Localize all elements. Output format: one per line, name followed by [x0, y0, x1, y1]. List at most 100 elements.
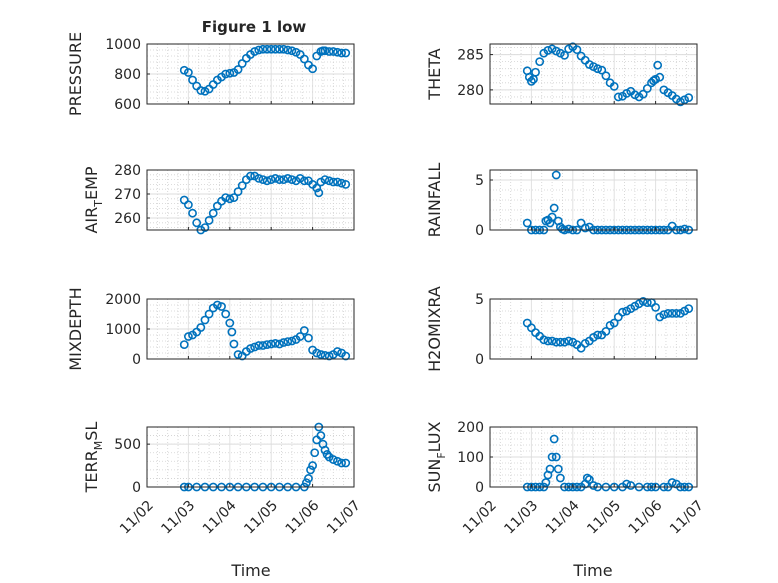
data-point — [295, 332, 305, 341]
data-point — [328, 177, 338, 187]
data-point — [551, 170, 561, 180]
data-point — [547, 336, 557, 346]
data-point — [341, 458, 351, 468]
data-point — [320, 445, 330, 455]
y-axis-label-main: MIXDEPTH — [66, 287, 85, 370]
data-point — [227, 327, 237, 337]
data-point — [324, 351, 334, 361]
subplot-h2omixra: 0 5 H2OMIXRA — [425, 286, 698, 372]
y-axis-label-subscript: F — [435, 452, 448, 458]
y-tick-label: 0 — [475, 352, 484, 368]
data-point — [196, 323, 206, 332]
data-point — [229, 339, 239, 349]
data-point — [233, 187, 243, 196]
data-point — [551, 452, 561, 462]
data-point — [183, 200, 193, 210]
data-point — [266, 44, 276, 54]
data-point — [262, 176, 272, 186]
y-axis-label: PRESSURE — [66, 32, 85, 116]
y-axis-label: AIRTEMP — [82, 166, 105, 233]
data-point — [324, 47, 334, 56]
y-tick-label: 0 — [132, 480, 141, 496]
data-point — [204, 309, 214, 319]
data-point — [258, 44, 268, 54]
data-point — [270, 44, 280, 54]
data-point — [522, 218, 532, 228]
data-point — [337, 458, 346, 468]
data-point — [246, 171, 255, 181]
y-axis-label-main: PRESSURE — [66, 32, 85, 116]
data-point — [306, 465, 315, 475]
data-point — [320, 175, 330, 184]
data-point — [551, 337, 561, 347]
y-tick-label: 260 — [114, 211, 141, 227]
data-point — [663, 308, 673, 318]
y-tick-label: 0 — [132, 352, 141, 368]
y-axis-label-tail: SL — [82, 422, 101, 441]
data-point — [337, 48, 346, 58]
data-point — [221, 69, 231, 79]
data-point — [613, 92, 623, 102]
data-point — [341, 351, 351, 361]
data-point — [547, 452, 557, 462]
x-tick-label: 11/04 — [200, 498, 240, 538]
y-tick-label: 500 — [114, 437, 141, 453]
data-point — [597, 65, 607, 75]
y-tick-label: 600 — [114, 97, 141, 113]
subplot-mixdepth: 0 1000 2000 MIXDEPTH — [66, 287, 355, 371]
x-tick-label: 11/06 — [283, 498, 323, 538]
data-point — [320, 46, 330, 56]
data-point — [618, 307, 627, 317]
y-tick-label: 5 — [475, 292, 484, 308]
data-point — [531, 67, 540, 77]
y-axis-label-main: SUN — [425, 459, 444, 493]
x-tick-label: 11/02 — [117, 498, 157, 538]
x-tick-label: 11/04 — [543, 498, 583, 538]
y-axis-label-main: TERR — [82, 450, 101, 493]
x-tick-label: 11/07 — [667, 498, 707, 538]
data-point — [655, 72, 665, 82]
data-point — [287, 175, 297, 184]
data-point — [584, 475, 594, 484]
axes-frame — [146, 169, 355, 231]
x-tick-label: 11/07 — [324, 498, 364, 538]
y-tick-label: 5 — [475, 173, 484, 189]
data-point — [667, 478, 677, 487]
data-point — [254, 173, 264, 183]
data-point — [225, 68, 235, 78]
data-point — [200, 315, 210, 325]
data-point — [312, 183, 322, 193]
subplot-air: 260 270 280 AIRTEMP — [82, 163, 355, 235]
data-point — [549, 434, 559, 444]
data-point — [225, 194, 235, 204]
data-point — [188, 208, 197, 218]
data-point — [684, 93, 694, 103]
data-point — [188, 75, 197, 85]
data-point — [301, 478, 311, 488]
axes-frame — [489, 298, 698, 360]
data-point — [601, 71, 611, 81]
y-tick-label: 280 — [457, 83, 484, 99]
data-point — [287, 46, 297, 56]
data-point — [279, 44, 289, 54]
data-point — [200, 223, 210, 232]
data-point — [266, 175, 276, 184]
y-axis-label-tail: EMP — [82, 166, 101, 200]
data-point — [229, 193, 239, 202]
x-tick-label: 11/02 — [460, 498, 500, 538]
data-point — [560, 337, 569, 347]
x-tick-label: 11/03 — [501, 498, 541, 538]
y-tick-label: 285 — [457, 48, 484, 64]
y-tick-label: 0 — [475, 480, 484, 496]
data-point — [642, 84, 652, 93]
data-point — [314, 188, 324, 198]
data-point — [316, 350, 326, 359]
data-point — [328, 47, 338, 56]
data-point — [254, 45, 264, 55]
data-point — [547, 212, 557, 222]
axes-frame — [489, 169, 698, 231]
data-point — [582, 473, 592, 483]
data-point — [572, 45, 582, 55]
